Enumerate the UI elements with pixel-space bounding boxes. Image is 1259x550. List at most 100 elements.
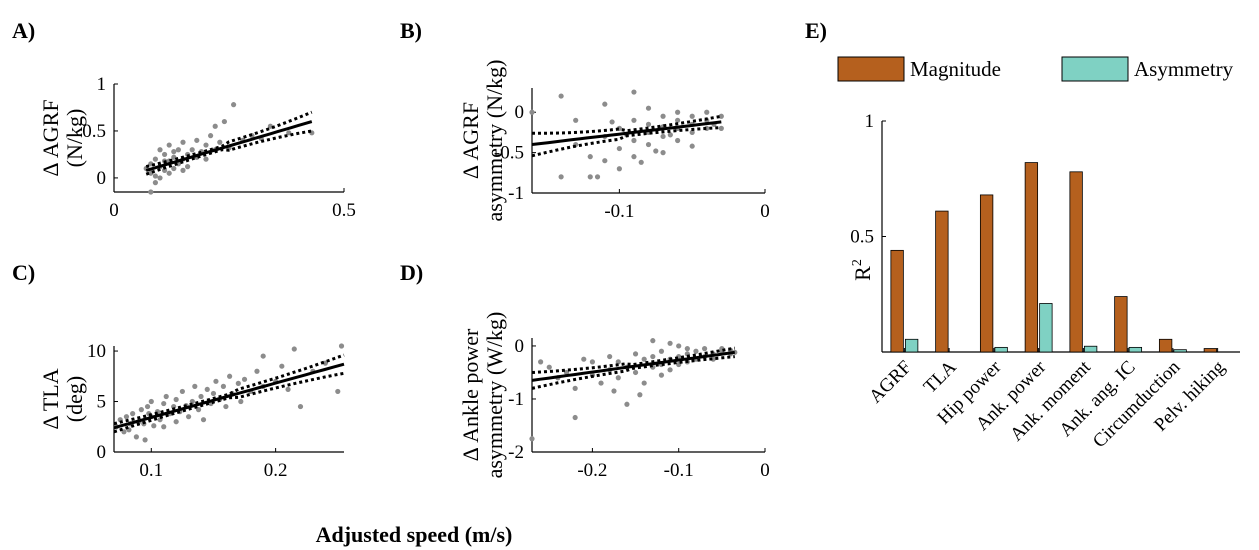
scatter-point (203, 142, 209, 148)
scatter-point (546, 364, 552, 370)
y-tick-label: 10 (87, 341, 106, 362)
scatter-point (594, 174, 601, 180)
x-tick-label: 0.5 (332, 200, 356, 221)
scatter-point (689, 129, 695, 136)
scatter-point (667, 132, 673, 138)
scatter-point (291, 346, 297, 352)
scatter-point (667, 340, 673, 346)
scatter-point (587, 174, 593, 180)
regression-fit-line (145, 120, 313, 172)
scatter-point (151, 423, 157, 429)
scatter-point (221, 118, 227, 125)
scatter-point (180, 139, 186, 145)
scatter-point (260, 353, 266, 359)
scatter-point (220, 383, 227, 389)
scatter-point (161, 400, 167, 407)
scatter-point (254, 368, 260, 374)
y-tick-label: 5 (97, 392, 107, 413)
y-tick-label: 0 (515, 102, 525, 123)
shared-x-axis-label: Adjusted speed (m/s) (316, 522, 513, 547)
scatter-point (162, 151, 168, 158)
scatter-point (587, 154, 593, 160)
scatter-point (641, 356, 647, 362)
bar-magnitude (1203, 348, 1218, 353)
scatter-point (279, 363, 285, 369)
scatter-point (157, 147, 163, 153)
bar-magnitude (1024, 162, 1039, 353)
x-tick-label: -0.1 (604, 201, 634, 222)
scatter-point (653, 148, 659, 154)
bar-asymmetry (994, 346, 1008, 353)
bar-magnitude (979, 194, 994, 353)
scatter-point (157, 175, 163, 181)
scatter-point (152, 156, 158, 162)
scatter-point (144, 403, 151, 410)
y-axis-label-superscript: 2 (850, 259, 865, 266)
y-axis-label-line-2: (deg) (62, 376, 87, 422)
scatter-point (213, 378, 219, 384)
scatter-point (203, 156, 209, 162)
y-tick-label: 0.5 (850, 227, 874, 248)
scatter-point (624, 401, 630, 407)
scatter-point (704, 109, 710, 115)
y-axis-label-line-1: Δ TLA (38, 368, 63, 429)
confidence-lower-line (531, 126, 722, 158)
scatter-point (148, 189, 154, 195)
y-tick-label: 0.5 (82, 121, 106, 142)
scatter-point (701, 346, 708, 352)
bar-asymmetry (1083, 345, 1098, 353)
scatter-point (632, 351, 639, 357)
bar-magnitude (1158, 338, 1173, 353)
y-axis-label-line-1: Δ AGRF (38, 99, 63, 176)
scatter-point (611, 388, 617, 394)
scatter-point (200, 417, 207, 423)
scatter-point (645, 121, 652, 127)
scatter-point (718, 113, 724, 119)
bar-magnitude (935, 210, 949, 353)
scatter-point (631, 137, 637, 144)
confidence-lower-line (531, 355, 735, 390)
scatter-point (198, 393, 204, 400)
scatter-point (179, 388, 185, 395)
y-tick-label: 0 (97, 442, 107, 463)
scatter-point (641, 380, 647, 386)
scatter-point (227, 373, 233, 379)
scatter-point (616, 166, 622, 172)
scatter-point (631, 89, 637, 95)
x-tick-label: -0.2 (577, 460, 607, 481)
scatter-point (675, 137, 681, 144)
panel-a: A) Δ AGRF (N/kg) 0 0.5 0 0.5 1 (12, 18, 356, 221)
scatter-point (631, 154, 637, 160)
scatter-point (166, 142, 172, 148)
x-tick-label: 0.1 (139, 460, 163, 481)
scatter-point (689, 143, 695, 149)
scatter-point (607, 353, 613, 360)
scatter-point (573, 117, 579, 123)
category-label: AGRF (865, 357, 916, 408)
bar-asymmetry (1128, 346, 1143, 353)
scatter-point (676, 343, 682, 349)
scatter-point (658, 372, 665, 378)
scatter-point (667, 367, 673, 373)
scatter-point (286, 130, 292, 136)
scatter-point (638, 159, 644, 165)
panel-letter-a: A) (12, 18, 35, 43)
y-tick-label: 0 (515, 336, 525, 357)
legend-label-asymmetry: Asymmetry (1134, 57, 1234, 81)
scatter-point (142, 437, 148, 443)
scatter-point (162, 167, 168, 173)
bar-magnitude (890, 249, 904, 353)
x-tick-label: 0 (760, 460, 770, 481)
scatter-point (189, 147, 195, 153)
scatter-point (538, 359, 544, 365)
y-tick-label: -0.5 (494, 143, 524, 164)
scatter-point (616, 145, 622, 152)
scatter-point (133, 434, 139, 440)
x-tick-label: 0 (109, 200, 119, 221)
scatter-point (615, 375, 621, 381)
scatter-point (581, 356, 587, 362)
scatter-point (192, 383, 198, 389)
scatter-point (123, 414, 130, 420)
scatter-point (208, 133, 214, 139)
